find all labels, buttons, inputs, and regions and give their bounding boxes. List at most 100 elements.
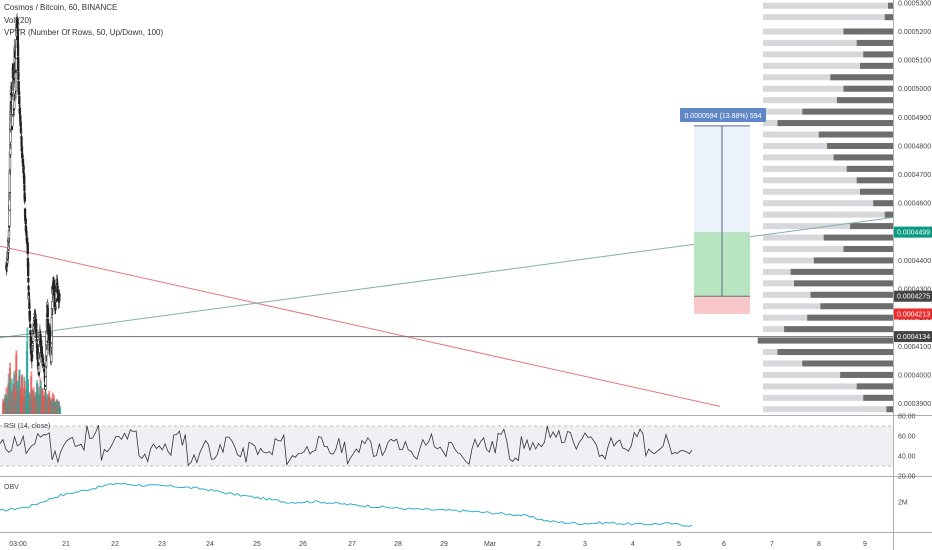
price-badge-bg — [894, 226, 932, 238]
vpvr-indicator-label[interactable]: VPVR (Number Of Rows, 50, Up/Down, 100) — [4, 28, 164, 37]
vpvr-bg-row — [763, 177, 893, 184]
price-tick-label: 0.0003900 — [898, 401, 931, 408]
candle-body — [58, 293, 61, 297]
volume-bars — [2, 327, 62, 414]
candle-body — [22, 165, 25, 170]
vpvr-bg-row — [763, 28, 893, 35]
price-tick-label: 0.0005200 — [898, 29, 931, 36]
vpvr-row — [813, 257, 893, 264]
price-tick-label: 0.0004000 — [898, 372, 931, 379]
vpvr-row — [827, 142, 893, 149]
price-badge-text: 0.0004134 — [897, 334, 930, 341]
vpvr-bg-row — [763, 165, 893, 172]
vpvr-row — [843, 246, 893, 252]
rsi-tick-label: 60.00 — [898, 434, 916, 441]
time-tick-label: 21 — [62, 541, 70, 548]
price-badge: 0.0004213 — [894, 308, 932, 320]
obv-tick-label: 2M — [898, 500, 908, 507]
vpvr-row — [777, 120, 893, 127]
time-tick-label: Mar — [484, 541, 497, 548]
price-badge-text: 0.0004275 — [897, 294, 930, 301]
candle-body — [37, 365, 41, 373]
vpvr-bg-row — [763, 62, 893, 69]
vpvr-bg-row — [763, 246, 893, 252]
obv-line — [0, 482, 693, 527]
rsi-tick-label: 40.00 — [898, 454, 916, 461]
volume-bar — [40, 381, 42, 414]
candles — [4, 13, 61, 398]
time-tick-label: 4 — [631, 541, 635, 548]
rsi-tick-label: 20.00 — [898, 474, 916, 481]
vpvr-bg-row — [763, 371, 893, 378]
vpvr-row — [860, 62, 893, 69]
vpvr-row — [856, 383, 893, 390]
candle-body — [23, 208, 27, 217]
vpvr-bg-row — [763, 200, 893, 207]
candle-body — [10, 92, 13, 96]
vpvr-row — [802, 360, 893, 367]
price-tick-label: 0.0005100 — [898, 58, 931, 65]
vpvr-bg-row — [763, 97, 893, 104]
candle-body — [15, 58, 18, 71]
vpvr-row — [757, 337, 893, 344]
time-tick-label: 5 — [677, 541, 681, 548]
candle-body — [23, 176, 26, 185]
vpvr-row — [818, 131, 893, 138]
vpvr-row — [884, 14, 893, 21]
time-tick-label: 25 — [253, 541, 261, 548]
vpvr-row — [820, 303, 893, 310]
vpvr-row — [884, 211, 893, 218]
candle-body — [18, 107, 22, 115]
vpvr-row — [846, 165, 893, 172]
vpvr-row — [840, 371, 893, 378]
time-tick-label: 29 — [440, 541, 448, 548]
volume-bar — [59, 408, 62, 414]
vpvr-bg-row — [763, 211, 893, 218]
rsi-label: RSI (14, close) — [4, 423, 50, 430]
candle-body — [38, 331, 42, 334]
vpvr-row — [790, 268, 893, 275]
price-badge: 0.0004134 — [894, 331, 932, 343]
time-tick-label: 2 — [537, 541, 541, 548]
vpvr-bg-row — [763, 394, 893, 401]
ascending-trendline — [0, 217, 894, 339]
vpvr-row — [856, 39, 893, 46]
vpvr-row — [860, 188, 893, 195]
candle-body — [50, 317, 54, 332]
candle-body — [17, 91, 21, 96]
price-badge-text: 0.0004213 — [897, 311, 930, 318]
vpvr-row — [794, 280, 893, 287]
candle-body — [18, 105, 21, 107]
vpvr-row — [886, 406, 893, 413]
vpvr-bg-row — [763, 406, 893, 413]
time-tick-label: 03:00 — [9, 541, 27, 548]
price-tick-label: 0.0005300 — [898, 0, 931, 7]
symbol-title: Cosmos / Bitcoin, 60, BINANCE — [4, 3, 118, 12]
vpvr-bg-row — [763, 154, 893, 161]
time-tick-label: 6 — [722, 541, 726, 548]
candle-body — [54, 306, 57, 308]
candle-body — [44, 386, 47, 390]
vpvr-row — [810, 291, 893, 298]
measure-label: 0.0000594 (13.88%) 594 — [680, 108, 766, 122]
time-tick-label: 24 — [206, 541, 214, 548]
vpvr-bg-row — [763, 383, 893, 390]
price-badge-bg — [894, 308, 932, 320]
candle-body — [28, 317, 32, 319]
price-tick-label: 0.0004700 — [898, 172, 931, 179]
vpvr-row — [836, 97, 893, 104]
rsi-line — [0, 424, 693, 467]
vpvr-row — [850, 223, 893, 230]
vpvr-row — [888, 2, 893, 9]
time-tick-label: 9 — [863, 541, 867, 548]
vpvr-row — [833, 154, 893, 161]
time-tick-label: 7 — [770, 541, 774, 548]
vpvr-row — [863, 394, 893, 401]
candle-body — [46, 308, 49, 318]
candle-body — [19, 122, 22, 127]
price-badge-bg — [894, 290, 932, 302]
vpvr-histogram — [757, 2, 893, 413]
vpvr-row — [830, 74, 893, 81]
vpvr-row — [843, 85, 893, 92]
